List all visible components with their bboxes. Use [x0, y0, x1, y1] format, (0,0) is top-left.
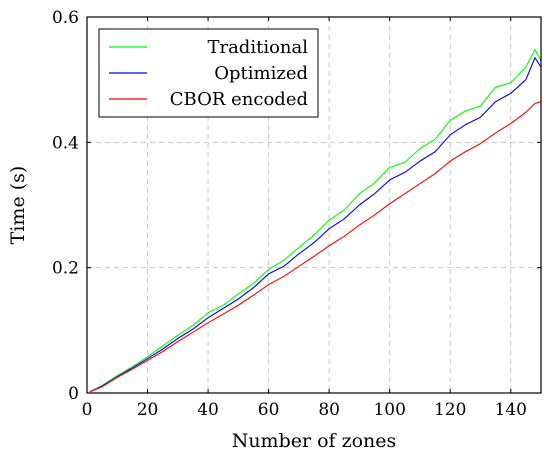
- legend-label-cbor-encoded: CBOR encoded: [170, 89, 308, 110]
- x-tick-label: 20: [137, 400, 159, 420]
- x-axis-label: Number of zones: [232, 430, 397, 452]
- x-tick-label: 100: [373, 400, 405, 420]
- y-tick-label: 0: [68, 384, 79, 404]
- x-tick-label: 140: [495, 400, 527, 420]
- x-tick-label: 80: [318, 400, 340, 420]
- legend-label-optimized: Optimized: [214, 63, 308, 84]
- legend: Traditional Optimized CBOR encoded: [98, 28, 319, 118]
- series-lines: [89, 49, 542, 393]
- y-tick-label: 0.6: [52, 8, 79, 28]
- x-tick-label: 40: [197, 400, 219, 420]
- legend-label-traditional: Traditional: [207, 37, 308, 58]
- x-tick-label: 60: [258, 400, 280, 420]
- y-axis-label: Time (s): [7, 166, 29, 245]
- plot-frame: [86, 16, 542, 394]
- series-line-optimized: [89, 57, 542, 393]
- series-line-cbor-encoded: [89, 101, 542, 393]
- grid-lines: [87, 17, 541, 393]
- y-tick-label: 0.4: [52, 133, 79, 153]
- x-tick-label: 120: [434, 400, 466, 420]
- x-tick-label: 0: [82, 400, 93, 420]
- axis-ticks: 0 20 40 60 80 100 120 140 0 0.2 0.4 0.6: [52, 8, 541, 420]
- series-line-traditional: [89, 49, 542, 393]
- y-tick-label: 0.2: [52, 259, 79, 279]
